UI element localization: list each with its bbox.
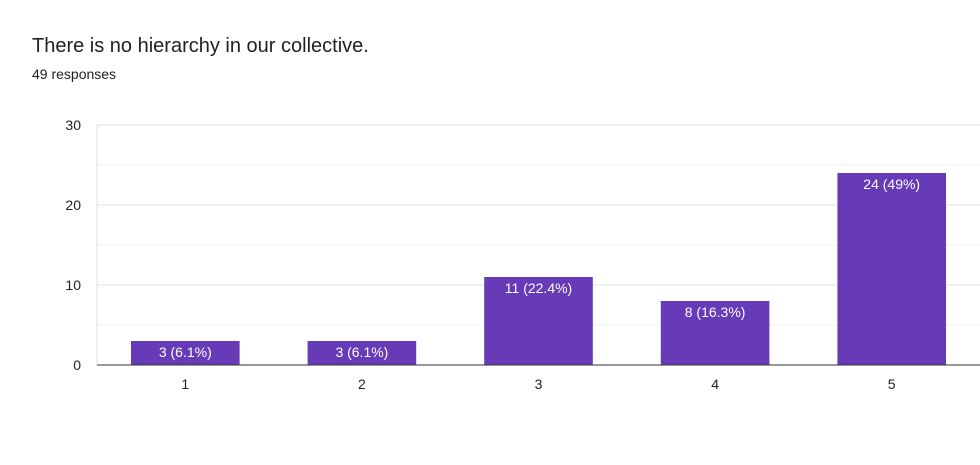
y-tick-label: 0 [73,357,81,373]
bar-2 [307,341,417,365]
data-label-5: 24 (49%) [863,176,920,192]
bar-3 [484,277,593,365]
x-tick-label-1: 1 [181,376,189,392]
bar-4 [660,301,770,365]
data-label-1: 3 (6.1%) [159,344,212,360]
response-count: 49 responses [32,66,117,82]
data-label-2: 3 (6.1%) [335,344,388,360]
y-tick-label: 10 [65,277,81,293]
x-tick-label-4: 4 [711,376,719,392]
data-label-4: 8 (16.3%) [685,304,746,320]
chart-title: There is no hierarchy in our collective. [32,35,369,57]
bar-1 [130,341,240,365]
x-tick-label-3: 3 [535,376,543,392]
x-tick-label-5: 5 [888,376,896,392]
bar-5 [837,173,947,365]
x-tick-label-2: 2 [358,376,366,392]
data-label-3: 11 (22.4%) [505,280,572,296]
y-tick-label: 20 [65,197,81,213]
y-tick-label: 30 [65,117,81,133]
